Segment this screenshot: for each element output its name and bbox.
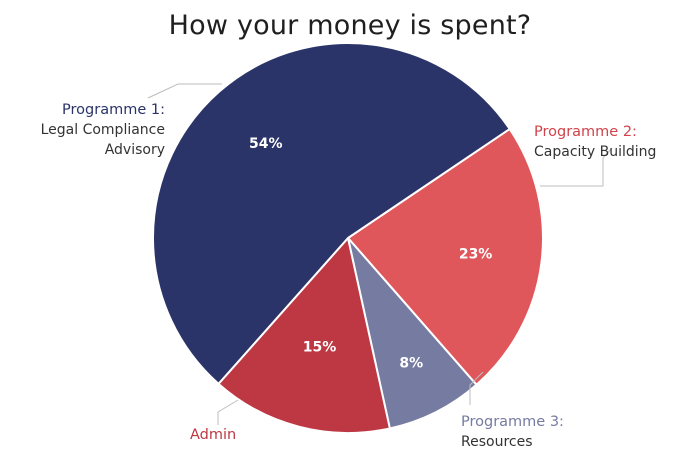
pie-slice-label-p1: 54% [249, 136, 283, 152]
leader-line-p1 [147, 83, 222, 99]
callout-admin: Admin [190, 425, 236, 445]
pie-slice-p2 [347, 127, 544, 386]
callout-programme-2: Programme 2: Capacity Building [534, 122, 656, 162]
leader-line-p3 [469, 371, 484, 405]
callout-programme-2-head: Programme 2: [534, 124, 637, 140]
callout-programme-3: Programme 3: Resources [461, 412, 564, 452]
callout-programme-3-head: Programme 3: [461, 414, 564, 430]
pie-slice-label-admin: 15% [303, 339, 337, 355]
callout-programme-3-line-1: Resources [461, 434, 533, 450]
pie-slice-label-p3: 8% [399, 355, 423, 371]
callout-programme-1: Programme 1: Legal Compliance Advisory [20, 100, 165, 160]
callout-programme-1-head: Programme 1: [62, 102, 165, 118]
callout-admin-head: Admin [190, 427, 237, 443]
chart-title: How your money is spent? [168, 10, 532, 41]
pie-slice-label-p2: 23% [459, 247, 493, 263]
callout-programme-1-line-1: Legal Compliance [40, 122, 165, 138]
leader-line-p2 [540, 147, 613, 187]
pie-slice-p1 [152, 42, 511, 385]
callout-programme-2-line-1: Capacity Building [534, 144, 657, 160]
leader-line-admin [217, 399, 239, 425]
callout-programme-1-line-2: Advisory [104, 142, 165, 158]
pie-slice-admin [217, 237, 391, 434]
